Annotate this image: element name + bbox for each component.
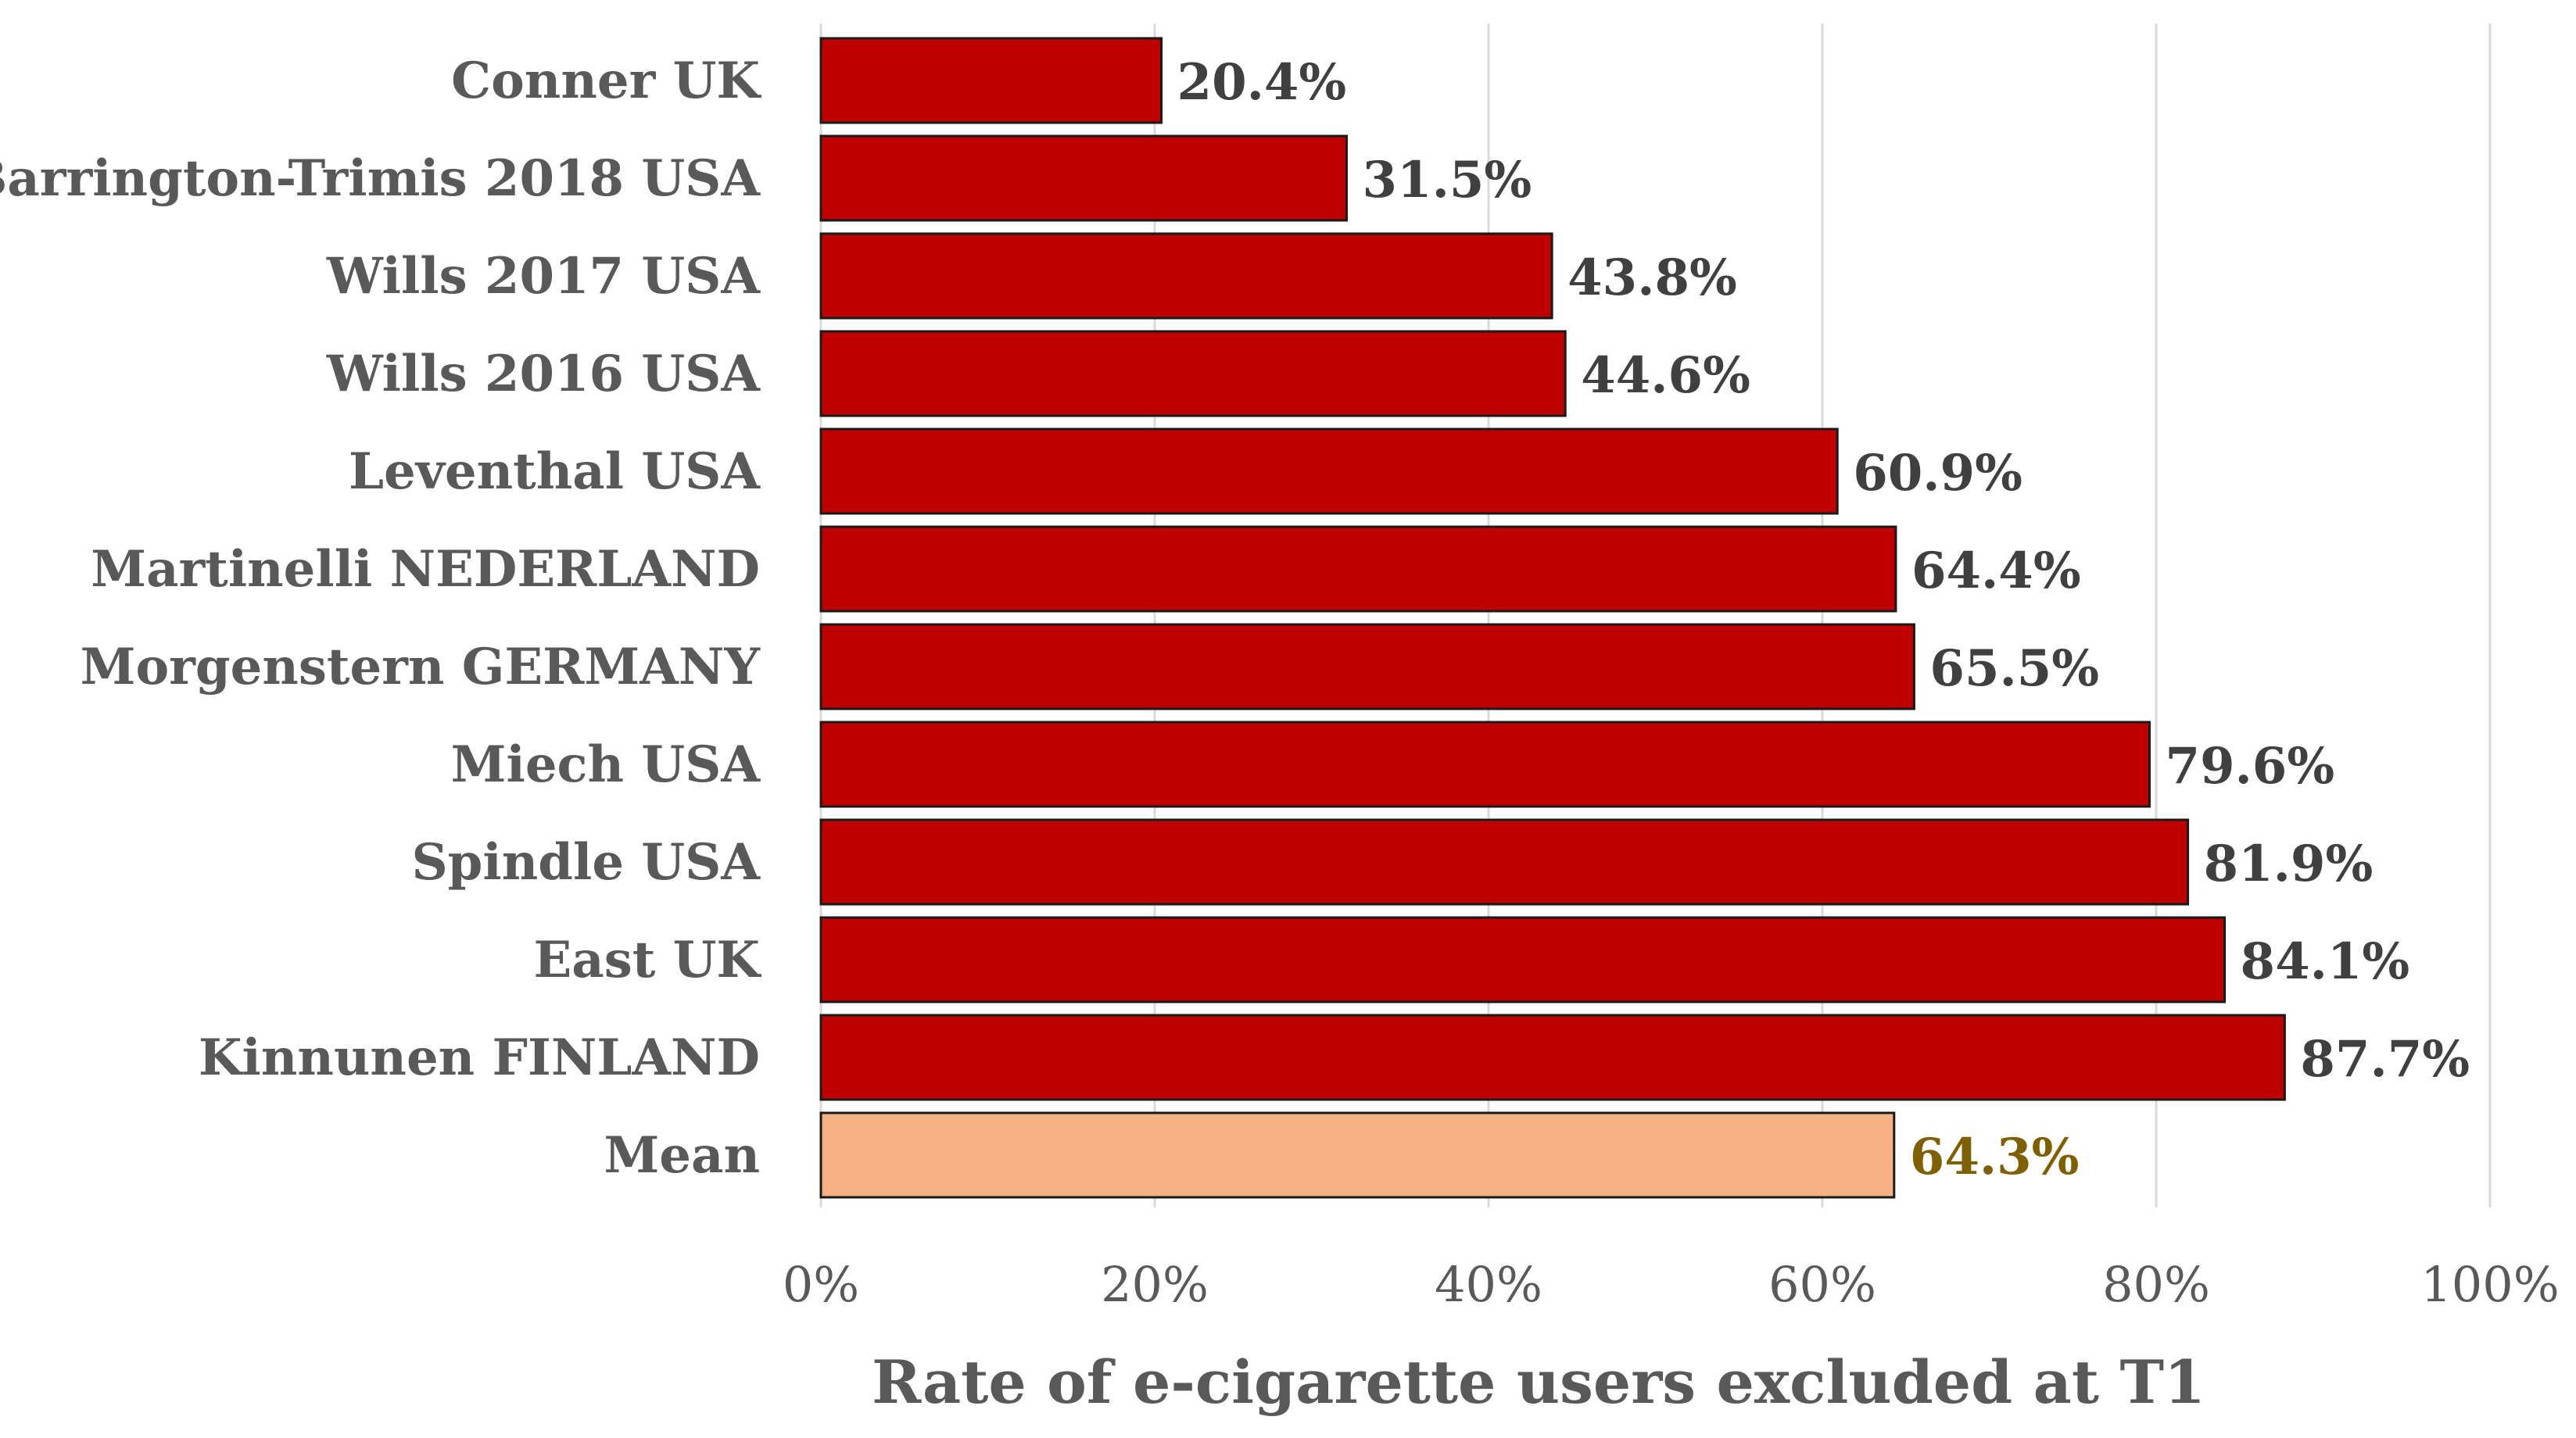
x-tick-label: 40% xyxy=(1435,1256,1542,1313)
data-label: 64.4% xyxy=(1911,542,2081,600)
data-label: 81.9% xyxy=(2204,835,2374,893)
bars xyxy=(819,37,2286,1199)
bar xyxy=(819,134,1349,222)
data-label: 84.1% xyxy=(2241,932,2410,991)
x-tick-label: 100% xyxy=(2420,1256,2559,1313)
category-label: Morgenstern GERMANY xyxy=(81,638,761,696)
x-tick-label: 80% xyxy=(2102,1256,2210,1313)
category-label: Kinnunen FINLAND xyxy=(199,1028,760,1087)
x-tick-label: 0% xyxy=(783,1256,859,1313)
bar xyxy=(819,623,1915,710)
data-label: 20.4% xyxy=(1177,53,1347,112)
mean-bar xyxy=(819,1111,1896,1199)
category-label: Wills 2017 USA xyxy=(326,247,761,306)
bar xyxy=(819,1014,2286,1101)
data-label: 65.5% xyxy=(1929,639,2099,698)
bar xyxy=(819,818,2190,906)
category-label: Barrington-Trimis 2018 USA xyxy=(0,149,761,208)
category-label: Leventhal USA xyxy=(349,442,761,501)
data-label: 87.7% xyxy=(2300,1030,2470,1089)
category-label: Miech USA xyxy=(451,735,761,794)
bar xyxy=(819,721,2151,808)
data-label: 79.6% xyxy=(2165,737,2334,796)
bar xyxy=(819,427,1839,515)
data-label: 60.9% xyxy=(1853,444,2022,503)
category-label: Conner UK xyxy=(451,52,761,110)
data-label: 31.5% xyxy=(1363,151,1532,209)
bar xyxy=(819,330,1567,417)
x-axis-title: Rate of e-cigarette users excluded at T1 xyxy=(872,1347,2205,1417)
category-label: Martinelli NEDERLAND xyxy=(91,540,760,599)
x-tick-label: 60% xyxy=(1768,1256,1876,1313)
x-axis-ticks: 0% 20% 40% 60% 80% 100% xyxy=(783,1256,2560,1313)
category-label: Wills 2016 USA xyxy=(326,345,761,403)
bar xyxy=(819,232,1553,320)
bar xyxy=(819,525,1897,613)
data-label: 43.8% xyxy=(1567,249,1737,307)
bar xyxy=(819,916,2227,1003)
bar xyxy=(819,37,1163,124)
category-labels: Conner UK Barrington-Trimis 2018 USA Wills… xyxy=(0,52,761,1185)
data-labels: 20.4% 31.5% 43.8% 44.6% 60.9% 64.4% 65.5% 79.6%… xyxy=(1177,53,2470,1186)
data-label: 44.6% xyxy=(1581,346,1750,405)
x-tick-label: 20% xyxy=(1101,1256,1209,1313)
category-label: Spindle USA xyxy=(411,833,761,892)
category-label: East UK xyxy=(533,931,761,989)
category-label: Mean xyxy=(604,1126,760,1185)
data-label: 64.3% xyxy=(1910,1128,2080,1186)
